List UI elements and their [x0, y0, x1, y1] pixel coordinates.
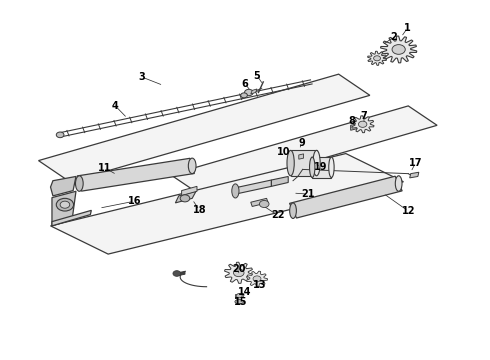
Polygon shape	[291, 150, 317, 176]
Polygon shape	[50, 176, 76, 196]
Polygon shape	[299, 154, 304, 159]
Polygon shape	[312, 157, 331, 177]
Circle shape	[236, 294, 242, 298]
Text: 21: 21	[302, 189, 315, 199]
Polygon shape	[178, 271, 185, 276]
Circle shape	[241, 93, 247, 98]
Polygon shape	[251, 198, 268, 207]
Polygon shape	[381, 36, 417, 63]
Polygon shape	[50, 154, 403, 254]
Text: 9: 9	[298, 138, 305, 148]
Text: 17: 17	[409, 158, 422, 168]
Polygon shape	[235, 180, 271, 194]
Circle shape	[233, 269, 244, 277]
Polygon shape	[290, 176, 402, 218]
Polygon shape	[251, 89, 257, 94]
Circle shape	[56, 198, 74, 211]
Ellipse shape	[310, 157, 315, 177]
Ellipse shape	[232, 184, 239, 198]
Circle shape	[60, 201, 70, 208]
Text: 2: 2	[391, 32, 397, 42]
Circle shape	[173, 271, 181, 276]
Polygon shape	[351, 116, 374, 133]
Text: 12: 12	[401, 206, 415, 216]
Text: 4: 4	[112, 101, 119, 111]
Polygon shape	[224, 262, 253, 283]
Polygon shape	[368, 51, 387, 66]
Text: 11: 11	[98, 163, 111, 173]
Polygon shape	[39, 74, 370, 182]
Circle shape	[56, 132, 64, 138]
Polygon shape	[171, 106, 437, 194]
Polygon shape	[410, 172, 419, 178]
Text: 3: 3	[138, 72, 145, 82]
Polygon shape	[182, 186, 197, 195]
Text: 8: 8	[348, 116, 355, 126]
Polygon shape	[77, 158, 195, 191]
Polygon shape	[52, 191, 76, 226]
Text: 20: 20	[232, 264, 245, 274]
Ellipse shape	[395, 176, 402, 191]
Text: 13: 13	[253, 280, 266, 290]
Text: 15: 15	[234, 297, 248, 307]
Circle shape	[245, 89, 253, 96]
Circle shape	[358, 121, 367, 127]
Ellipse shape	[235, 300, 244, 304]
Circle shape	[392, 45, 405, 54]
Polygon shape	[175, 191, 196, 203]
Ellipse shape	[188, 158, 196, 174]
Text: 16: 16	[128, 196, 141, 206]
Ellipse shape	[287, 150, 294, 176]
Ellipse shape	[290, 203, 296, 219]
Circle shape	[180, 195, 190, 202]
Circle shape	[253, 276, 261, 282]
Polygon shape	[52, 210, 91, 226]
Text: 6: 6	[242, 79, 248, 89]
Text: 5: 5	[254, 71, 260, 81]
Polygon shape	[246, 271, 268, 287]
Text: 22: 22	[271, 210, 284, 220]
Circle shape	[373, 56, 381, 61]
Text: 19: 19	[314, 162, 328, 172]
Polygon shape	[235, 293, 243, 298]
Ellipse shape	[313, 150, 320, 176]
Text: 18: 18	[193, 205, 206, 215]
Circle shape	[259, 201, 269, 207]
Text: 10: 10	[277, 148, 290, 157]
Polygon shape	[271, 176, 288, 186]
Text: 7: 7	[360, 112, 367, 121]
Text: 14: 14	[238, 287, 252, 297]
Polygon shape	[351, 123, 359, 130]
Ellipse shape	[329, 157, 334, 177]
Text: 1: 1	[404, 23, 411, 33]
Ellipse shape	[75, 176, 83, 191]
